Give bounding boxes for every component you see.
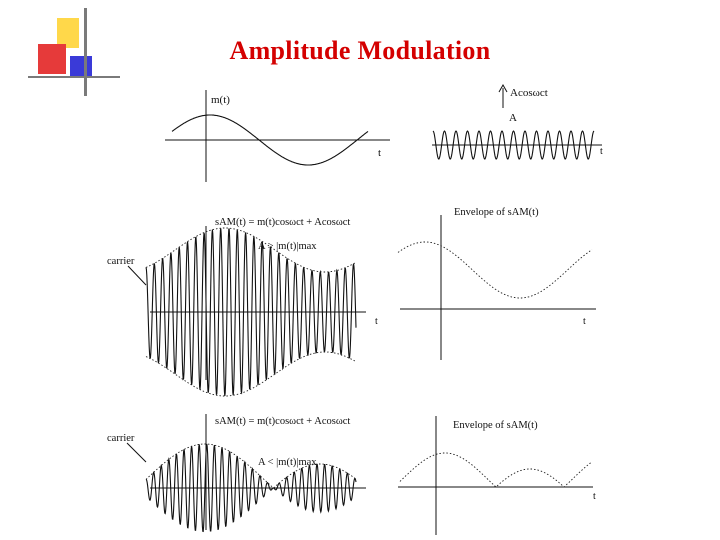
- env-small-title: Envelope of sAM(t): [453, 420, 538, 431]
- panel-message: m(t) t: [165, 90, 390, 182]
- env-small-t-label: t: [593, 491, 596, 502]
- panel-am-small-carrier: sAM(t) = m(t)cosωct + Acosωct A < |m(t)|…: [107, 414, 366, 533]
- am-large-upper-envelope: [145, 227, 357, 273]
- am-large-carrier-label: carrier: [107, 256, 135, 267]
- am-large-condition: A > |m(t)|max: [258, 241, 317, 252]
- corner-decoration: [28, 8, 120, 96]
- panel-am-large-carrier: sAM(t) = m(t)cosωct + Acosωct A > |m(t)|…: [107, 217, 378, 397]
- message-t-label: t: [378, 147, 381, 159]
- am-large-formula: sAM(t) = m(t)cosωct + Acosωct: [215, 217, 350, 228]
- am-large-waveform: [145, 228, 357, 396]
- am-large-lower-envelope: [145, 351, 357, 397]
- panel-envelope-large: Envelope of sAM(t) t: [397, 207, 596, 360]
- carrier-arrow-head: [498, 83, 508, 93]
- deco-red-square: [38, 44, 66, 74]
- env-large-t-label: t: [583, 316, 586, 327]
- am-small-carrier-label: carrier: [107, 433, 135, 444]
- env-small-curve: [399, 452, 593, 488]
- panel-carrier: Acosωct A t: [432, 83, 603, 160]
- carrier-waveform: [432, 130, 595, 160]
- message-m-label: m(t): [211, 94, 230, 106]
- message-waveform: [171, 114, 369, 166]
- env-large-title: Envelope of sAM(t): [454, 207, 539, 218]
- slide-title: Amplitude Modulation: [229, 36, 491, 65]
- deco-horizontal-bar: [28, 76, 120, 78]
- deco-yellow-square: [57, 18, 79, 48]
- carrier-formula: Acosωct: [510, 87, 548, 99]
- deco-vertical-bar: [84, 8, 87, 96]
- am-small-carrier-pointer: [126, 442, 147, 463]
- carrier-t-label: t: [600, 146, 603, 157]
- env-large-curve: [397, 241, 593, 299]
- am-large-t-label: t: [375, 316, 378, 327]
- am-small-waveform: [145, 443, 357, 533]
- am-small-condition: A < |m(t)|max: [258, 457, 317, 468]
- am-small-envelope: [145, 443, 357, 489]
- panel-envelope-small: Envelope of sAM(t) t: [398, 416, 596, 535]
- am-small-formula: sAM(t) = m(t)cosωct + Acosωct: [215, 416, 350, 427]
- am-large-carrier-pointer: [127, 265, 147, 286]
- carrier-amp-label: A: [509, 112, 517, 124]
